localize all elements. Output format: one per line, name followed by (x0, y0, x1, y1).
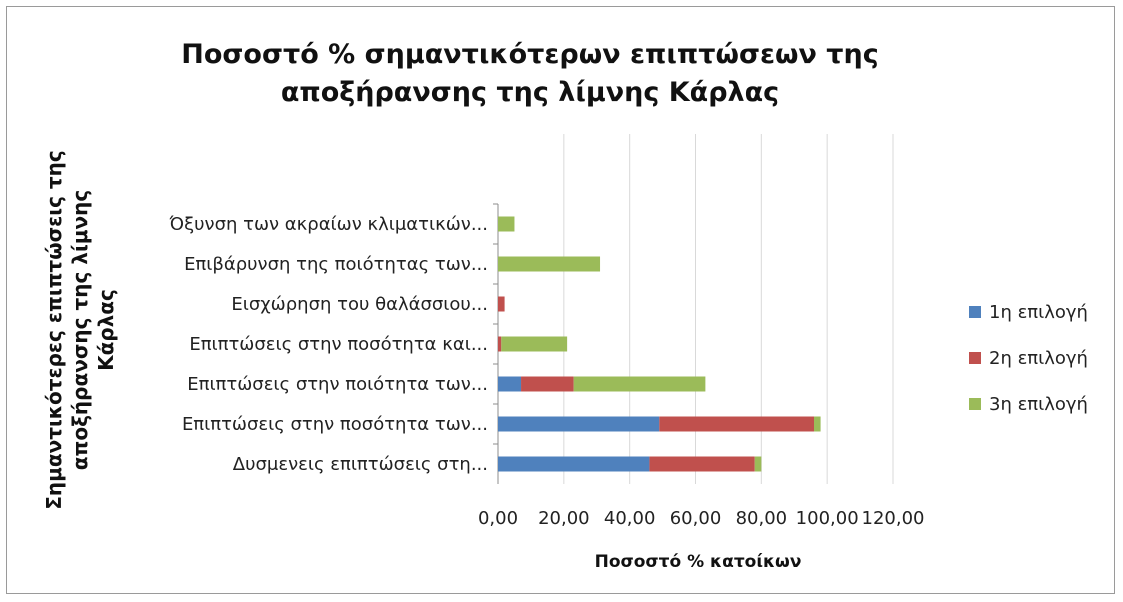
x-tick-label: 0,00 (478, 508, 518, 529)
bar-series-3 (501, 336, 568, 352)
legend-swatch-series-3 (969, 398, 981, 410)
bar-series-3 (573, 376, 706, 392)
y-tick-label: Δυσμενεις επιπτώσεις στη... (233, 454, 488, 475)
bar-series-1 (498, 376, 522, 392)
x-axis-label: Ποσοστό % κατοίκων (594, 552, 802, 572)
bar-series-1 (498, 456, 650, 472)
bar-series-3 (498, 216, 515, 232)
y-tick-label: Όξυνση των ακραίων κλιματικών... (168, 214, 488, 235)
y-tick-label: Επιπτώσεις στην ποσότητα και... (189, 334, 488, 355)
x-tick-label: 60,00 (670, 508, 722, 529)
legend-swatch-series-1 (969, 306, 981, 318)
legend-label-series-3: 3η επιλογή (989, 393, 1088, 415)
x-tick-label: 80,00 (736, 508, 788, 529)
legend-item-series-3: 3η επιλογή (969, 392, 1088, 416)
bar-series-2 (521, 376, 574, 392)
y-tick-label: Επιπτώσεις στην ποιότητα των... (187, 374, 488, 395)
bar-series-2 (659, 416, 814, 432)
legend-label-series-1: 1η επιλογή (989, 301, 1088, 323)
legend-item-series-1: 1η επιλογή (969, 300, 1088, 324)
legend-swatch-series-2 (969, 352, 981, 364)
bar-series-1 (498, 416, 660, 432)
bar-series-2 (649, 456, 755, 472)
y-tick-label: Επιπτώσεις στην ποσότητα των... (182, 414, 488, 435)
bar-series-2 (498, 296, 505, 312)
bar-series-2 (498, 336, 502, 352)
x-tick-label: 20,00 (538, 508, 590, 529)
chart-frame (6, 6, 1115, 594)
y-tick-label: Εισχώρηση του θαλάσσιου... (231, 294, 488, 315)
x-tick-label: 120,00 (862, 508, 925, 529)
x-tick-label: 40,00 (604, 508, 656, 529)
bar-series-3 (498, 256, 601, 272)
legend: 1η επιλογή 2η επιλογή 3η επιλογή (969, 300, 1088, 438)
legend-label-series-2: 2η επιλογή (989, 347, 1088, 369)
x-tick-label: 100,00 (796, 508, 859, 529)
y-tick-label: Επιβάρυνση της ποιότητας των... (184, 254, 488, 275)
bar-series-3 (754, 456, 762, 472)
legend-item-series-2: 2η επιλογή (969, 346, 1088, 370)
chart-title: Ποσοστό % σημαντικότερων επιπτώσεων της … (181, 39, 879, 108)
bar-series-3 (814, 416, 821, 432)
